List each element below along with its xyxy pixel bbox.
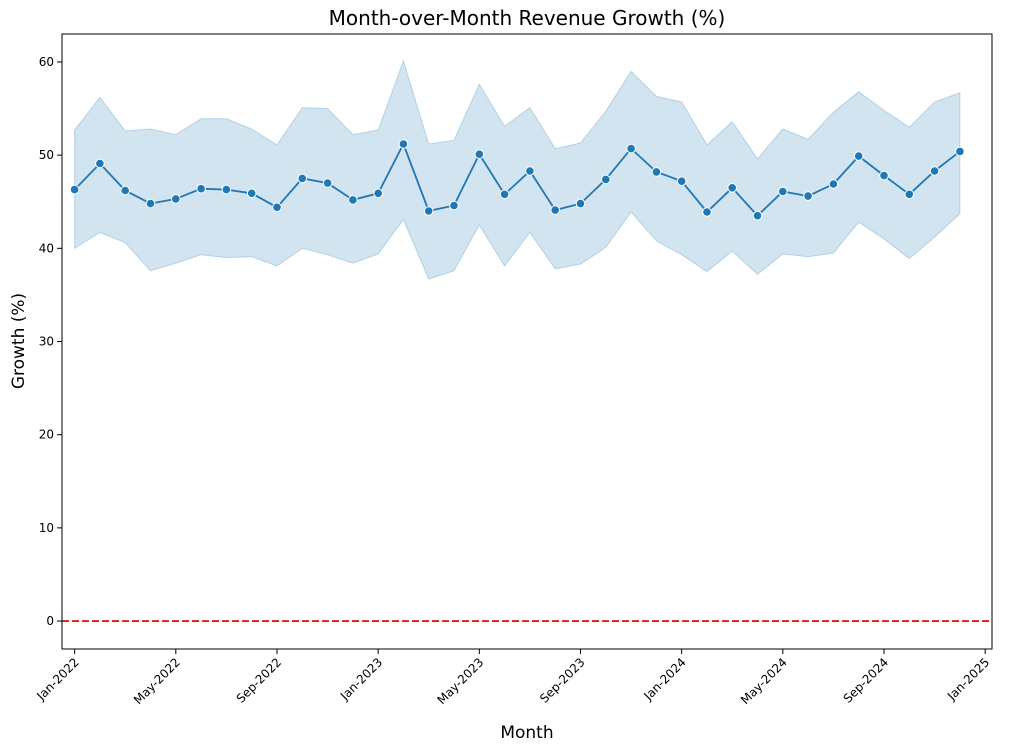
x-tick-label: May-2023 <box>434 655 486 707</box>
y-tick-label: 50 <box>39 148 54 162</box>
data-point <box>373 188 384 199</box>
data-point <box>752 210 763 221</box>
x-axis-label: Month <box>500 723 553 743</box>
data-point <box>525 166 535 176</box>
data-point <box>879 170 889 181</box>
y-tick-label: 20 <box>39 428 54 442</box>
data-point <box>626 143 636 154</box>
data-point <box>120 185 130 196</box>
data-point <box>702 207 712 217</box>
x-tick-label: May-2022 <box>131 655 183 707</box>
data-point <box>171 194 181 204</box>
data-point <box>221 184 232 195</box>
x-tick-label: Sep-2022 <box>234 655 285 706</box>
y-tick-label: 40 <box>39 241 54 255</box>
data-point <box>853 151 864 161</box>
data-point <box>69 184 80 195</box>
data-point <box>676 176 687 186</box>
y-tick-label: 60 <box>39 55 54 69</box>
data-point <box>904 189 915 200</box>
data-point <box>803 191 813 201</box>
data-point <box>601 174 611 185</box>
data-point <box>550 205 561 215</box>
x-tick-label: Jan-2022 <box>33 655 81 703</box>
data-point <box>348 195 358 205</box>
data-point <box>95 158 105 169</box>
y-tick-label: 0 <box>46 614 54 628</box>
chart-title: Month-over-Month Revenue Growth (%) <box>329 6 726 30</box>
data-point <box>651 167 662 177</box>
data-point <box>297 173 308 184</box>
x-tick-label: Jan-2023 <box>337 655 385 703</box>
data-point <box>145 198 156 209</box>
data-point <box>398 139 409 149</box>
x-tick-label: Jan-2024 <box>640 655 688 703</box>
data-point <box>499 189 510 200</box>
plot-frame <box>61 33 993 650</box>
y-tick-label: 30 <box>39 335 54 349</box>
confidence-band <box>74 59 961 280</box>
x-tick-label: May-2024 <box>738 655 790 707</box>
data-point <box>449 200 459 211</box>
data-point <box>322 178 333 188</box>
data-point <box>828 179 839 189</box>
x-tick-label: Sep-2024 <box>841 655 892 706</box>
data-point <box>955 146 965 157</box>
data-point <box>778 186 788 197</box>
data-point <box>727 183 738 193</box>
y-axis-label: Growth (%) <box>9 293 29 389</box>
data-point <box>474 149 485 159</box>
data-point <box>575 198 586 209</box>
data-point <box>246 188 257 199</box>
y-tick-label: 10 <box>39 521 54 535</box>
data-point <box>423 206 434 216</box>
data-point <box>929 166 940 176</box>
data-point <box>196 183 206 194</box>
data-point <box>272 202 282 213</box>
x-tick-label: Jan-2025 <box>944 655 992 703</box>
x-tick-label: Sep-2023 <box>537 655 588 706</box>
